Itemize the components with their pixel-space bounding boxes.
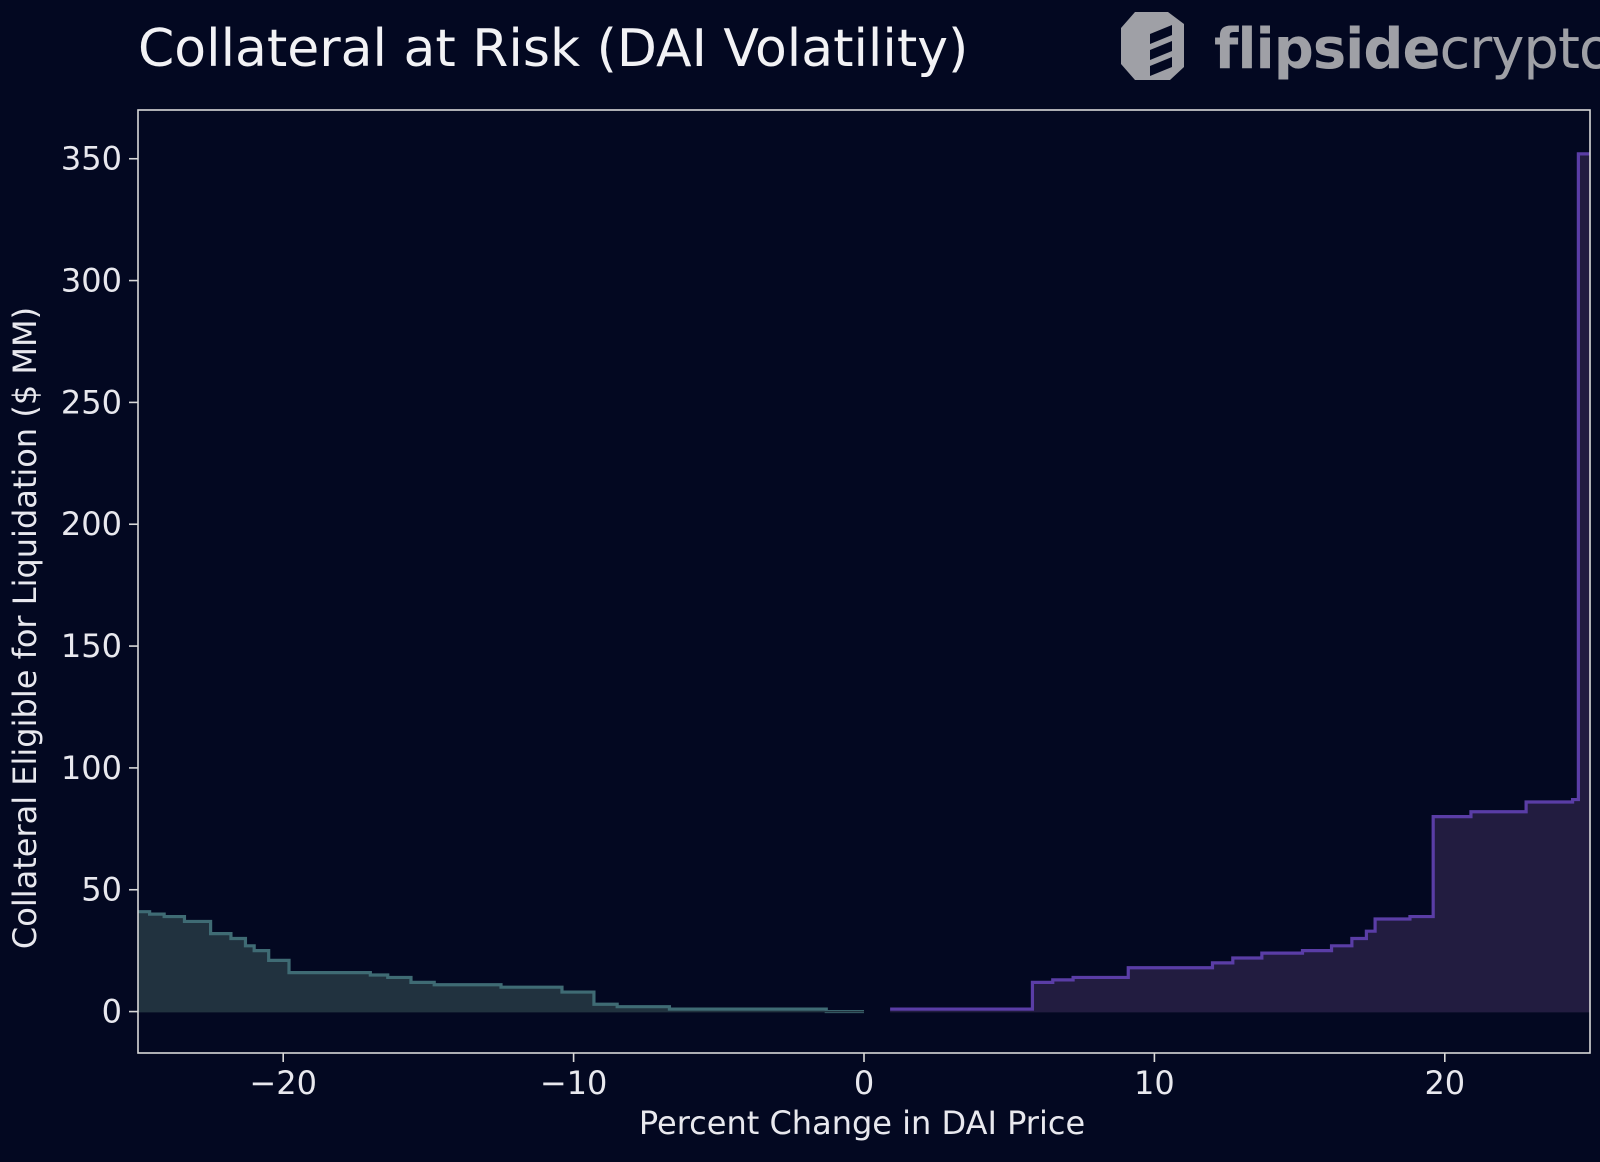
y-tick-label: 300 — [61, 262, 122, 300]
plot-frame — [137, 109, 1591, 1054]
logo-word-bold: flipside — [1214, 17, 1439, 82]
series-2-line — [890, 152, 1590, 1011]
y-tick-label: 50 — [81, 871, 122, 909]
chart-title: Collateral at Risk (DAI Volatility) — [138, 19, 968, 79]
y-tick-label: 150 — [61, 627, 122, 665]
flipside-logo-icon — [1121, 12, 1184, 80]
y-tick-label: 0 — [102, 993, 122, 1031]
y-tick-label: 200 — [61, 505, 122, 543]
series-1 — [138, 910, 864, 1014]
series-2 — [890, 152, 1590, 1013]
x-axis-label: Percent Change in DAI Price — [639, 1104, 1085, 1142]
series-1-area — [138, 911, 864, 1012]
series-layer — [138, 152, 1590, 1014]
logo-word-light: crypto — [1439, 17, 1600, 82]
flipside-logo-wordmark: flipsidecrypto — [1214, 17, 1600, 82]
x-tick-label: 0 — [854, 1064, 874, 1102]
x-tick-label: −20 — [249, 1064, 317, 1102]
y-tick-label: 250 — [61, 383, 122, 421]
y-tick-label: 100 — [61, 749, 122, 787]
series-2-area — [890, 153, 1590, 1012]
y-axis-label: Collateral Eligible for Liquidation ($ M… — [6, 307, 44, 949]
x-tick-label: −10 — [540, 1064, 608, 1102]
x-tick-label: 20 — [1424, 1064, 1465, 1102]
x-tick-label: 10 — [1134, 1064, 1175, 1102]
y-tick-label: 350 — [61, 140, 122, 178]
flipside-logo: flipsidecrypto — [1121, 12, 1600, 82]
series-1-line — [138, 910, 864, 1014]
